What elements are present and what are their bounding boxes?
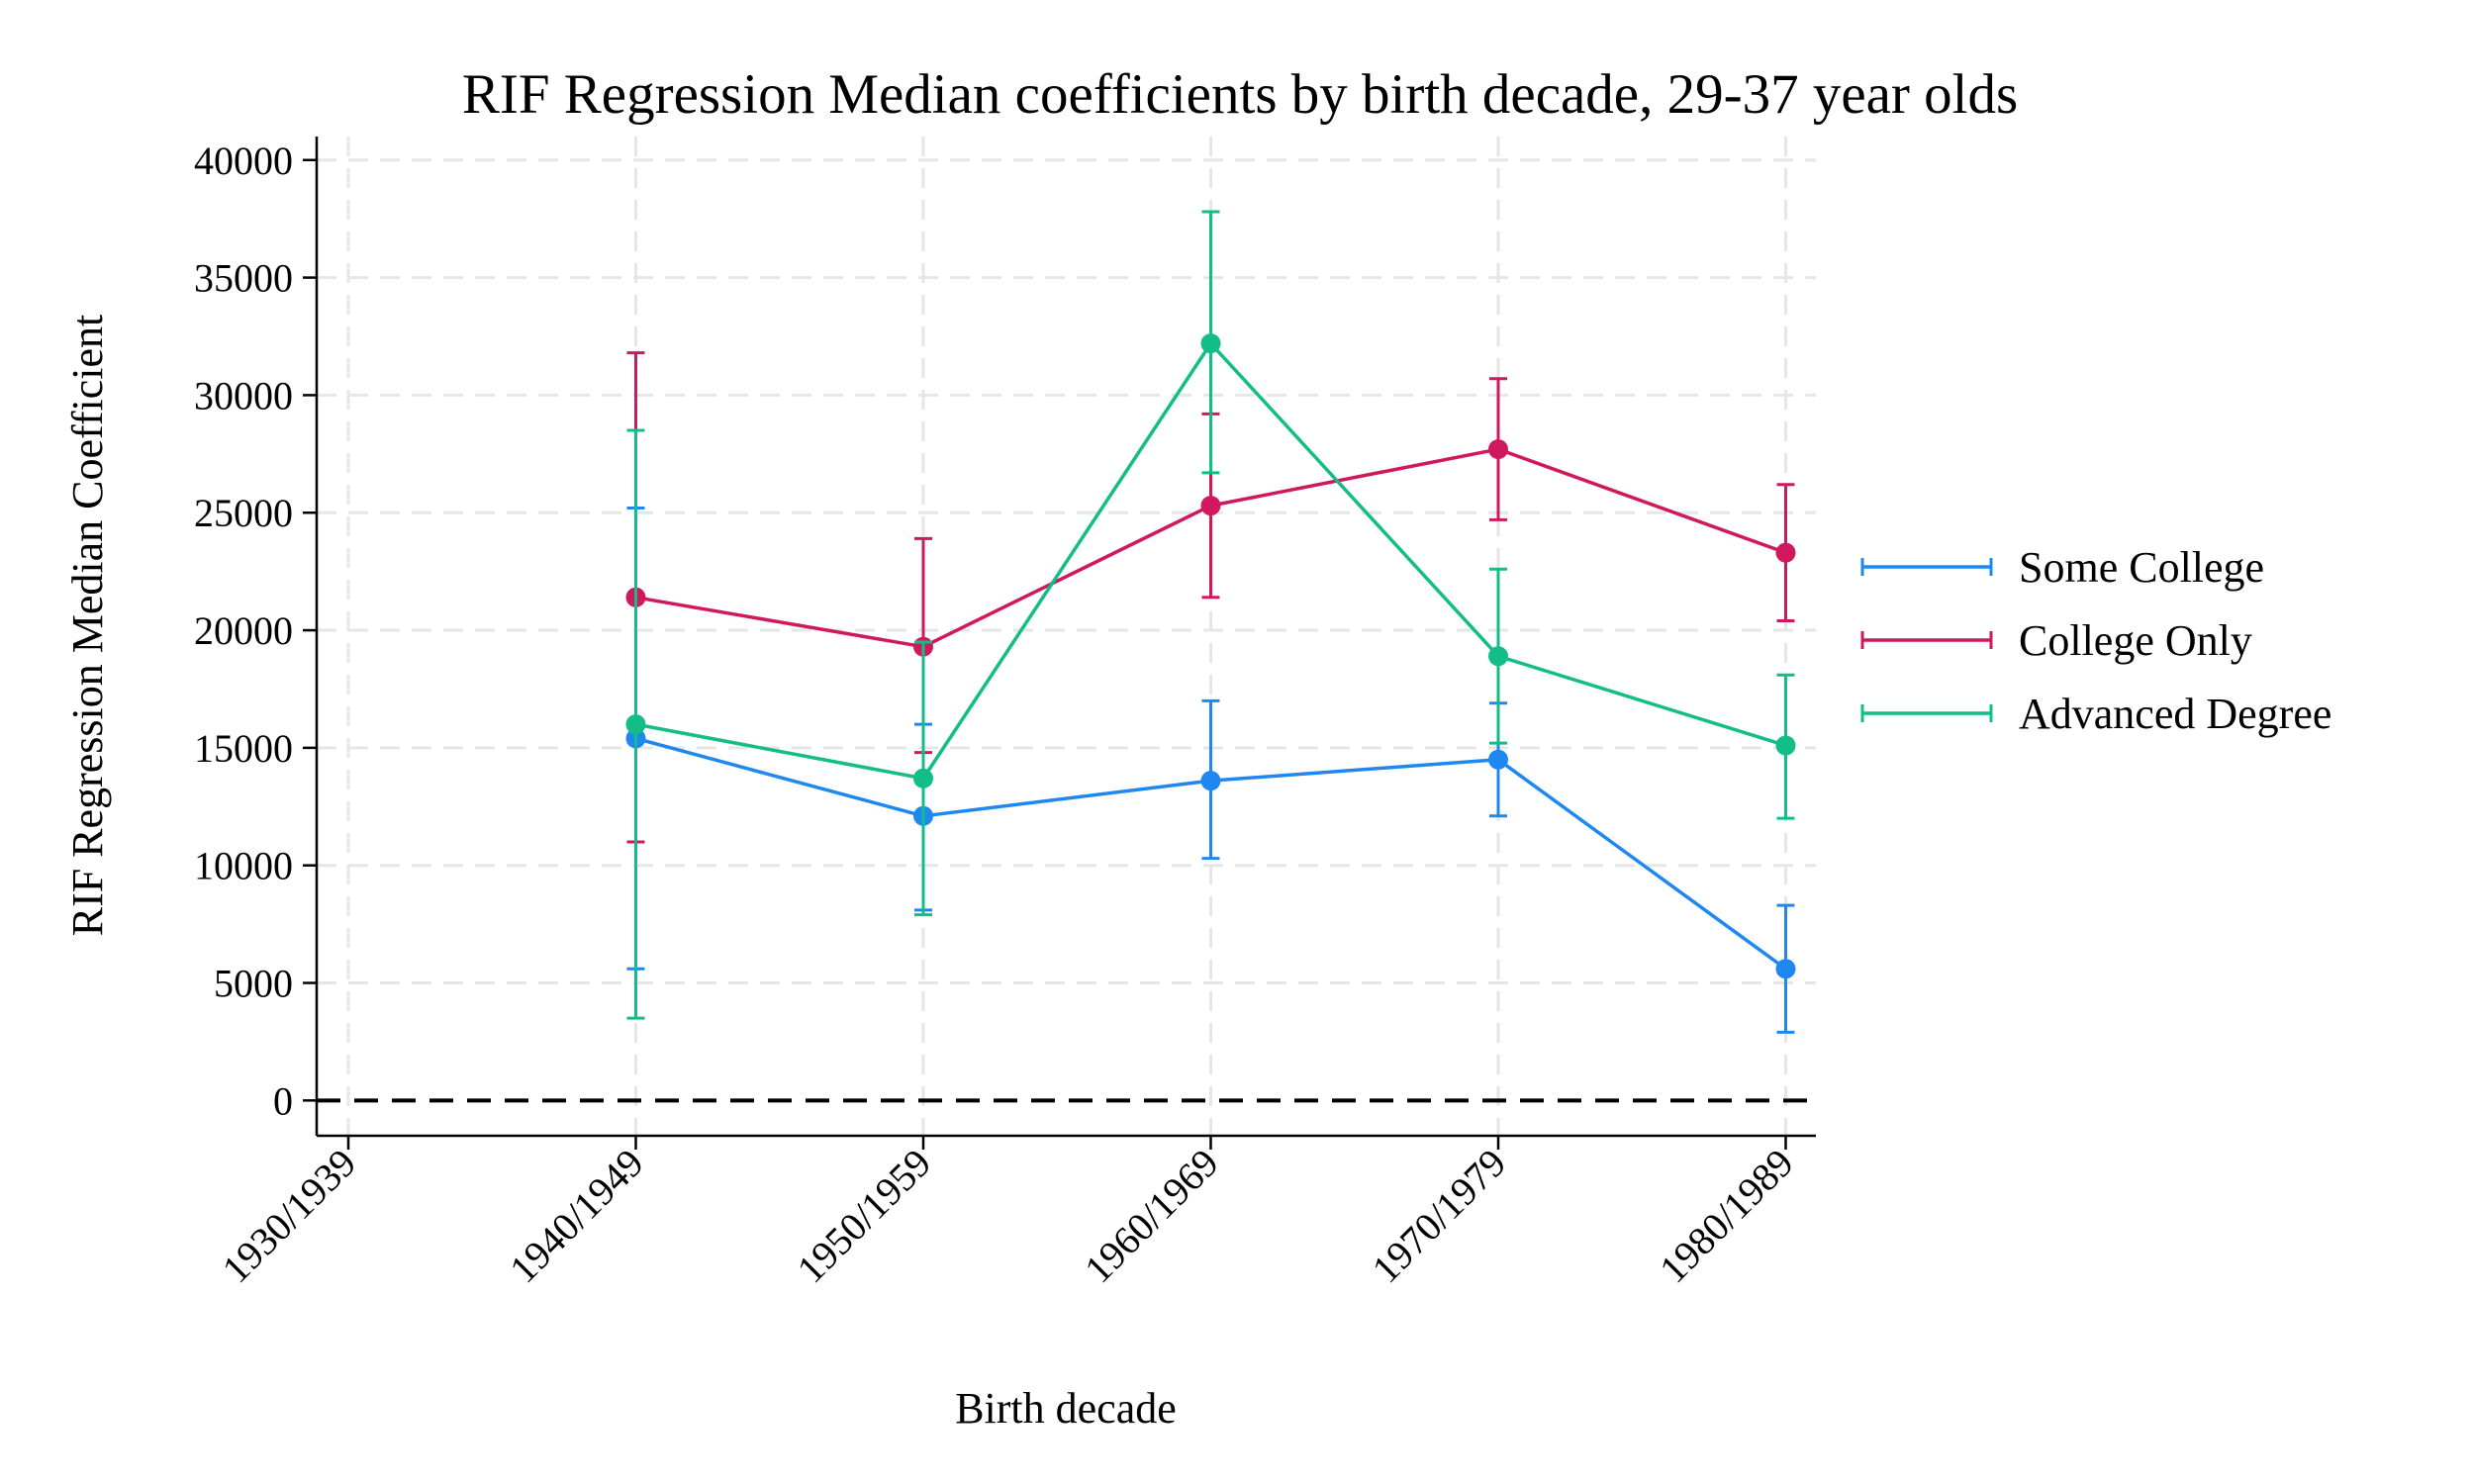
y-tick-label: 35000 [194,256,293,301]
y-tick-label: 5000 [214,962,293,1006]
y-tick-label: 25000 [194,491,293,535]
legend-label: Some College [2019,543,2264,592]
data-point [913,768,933,788]
data-point [1200,333,1221,354]
chart-title: RIF Regression Median coefficients by bi… [462,63,2018,126]
data-point [1775,735,1796,756]
y-tick-label: 30000 [194,373,293,417]
y-tick-label: 20000 [194,608,293,653]
data-point [1488,646,1508,667]
x-tick-label: 1960/1969 [1076,1141,1227,1292]
series [625,210,1796,1034]
legend-label: Advanced Degree [2019,690,2331,738]
legend-item: Advanced Degree [1860,690,2331,738]
data-point [1200,496,1221,516]
legend-item: Some College [1860,543,2264,592]
x-tick-label: 1930/1939 [214,1141,365,1292]
data-point [625,714,646,735]
data-point [1775,959,1796,979]
x-axis-label: Birth decade [955,1384,1177,1433]
x-tick-label: 1970/1979 [1364,1141,1515,1292]
x-tick-label: 1980/1989 [1651,1141,1802,1292]
data-point [1488,439,1508,460]
series-advanced-degree [625,210,1796,1020]
data-point [1488,749,1508,770]
y-tick-label: 40000 [194,139,293,183]
x-tick-label: 1950/1959 [789,1141,940,1292]
y-tick-label: 0 [273,1078,293,1123]
y-tick-label: 10000 [194,844,293,888]
x-tick-label: 1940/1949 [501,1141,652,1292]
legend-label: College Only [2019,616,2252,665]
data-point [1775,542,1796,563]
axes: 0 5000 10000 15000 20000 25000 30000 35000 40000… [194,137,1816,1291]
y-tick-label: 15000 [194,726,293,771]
legend-item: College Only [1860,616,2252,665]
grid [317,137,1816,1136]
data-point [1200,771,1221,791]
y-axis-label: RIF Regression Median Coefficient [63,315,112,937]
legend: Some College College Only Advanced Degree [1860,543,2331,738]
